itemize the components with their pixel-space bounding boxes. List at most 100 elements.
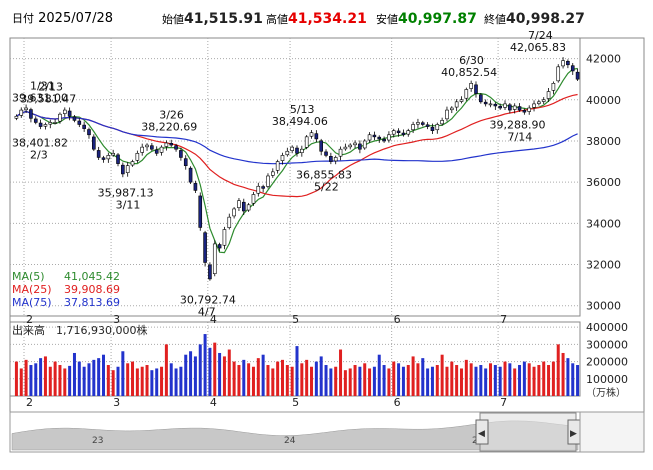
candle — [67, 107, 72, 121]
candle-body — [111, 153, 115, 156]
volume-bar — [150, 370, 154, 396]
volume-bar — [406, 365, 410, 396]
candle — [348, 143, 353, 150]
candle-body — [67, 110, 72, 117]
candle-body — [77, 120, 82, 125]
volume-bar — [479, 365, 483, 396]
candle — [271, 168, 275, 178]
candle-body — [532, 103, 536, 108]
navigator-left-handle[interactable] — [475, 419, 489, 445]
volume-bar — [358, 366, 362, 396]
candle — [440, 117, 444, 126]
close-value: 40,998.27 — [506, 11, 585, 27]
candle — [164, 140, 169, 151]
candle — [111, 149, 115, 157]
volume-bar — [532, 366, 536, 396]
candle-body — [474, 84, 478, 94]
candle-body — [575, 71, 580, 80]
month-tick-label: 3 — [113, 396, 120, 409]
candle-body — [556, 66, 561, 82]
navigator-window[interactable] — [479, 412, 577, 452]
annotation-date: 5/22 — [314, 181, 339, 194]
candle — [309, 130, 314, 139]
close-quote: 終値40,998.27 — [484, 11, 585, 27]
candle-body — [130, 161, 135, 166]
candle-body — [479, 94, 483, 103]
candle — [532, 100, 536, 112]
candle-body — [62, 109, 67, 114]
volume-bar — [169, 363, 173, 396]
candle — [517, 103, 522, 112]
volume-bar — [213, 342, 217, 396]
candle-body — [198, 195, 203, 228]
candle — [464, 87, 469, 101]
month-tick-label: 2 — [26, 313, 33, 326]
candle — [479, 92, 483, 104]
annotation-price: 38,220.69 — [141, 120, 197, 133]
ma75-value: 37,813.69 — [64, 296, 120, 309]
candle — [198, 192, 203, 231]
volume-bar — [455, 365, 459, 396]
candle — [551, 81, 556, 95]
annotation-price: 42,065.83 — [510, 41, 566, 54]
candle-body — [483, 101, 488, 105]
candle — [377, 135, 382, 143]
candle-body — [450, 107, 454, 111]
candle-body — [527, 107, 532, 112]
volume-bar — [198, 344, 202, 396]
volume-bar — [513, 368, 517, 396]
volume-bar — [179, 366, 183, 396]
navigator-right-arrow: ▶ — [570, 429, 577, 439]
candle — [459, 96, 464, 104]
candle-body — [343, 146, 348, 150]
volume-bar — [314, 361, 318, 396]
candle — [300, 145, 304, 157]
volume-bar — [353, 365, 357, 396]
volume-bar — [566, 358, 570, 396]
date-axis: 2 2 3 3 4 4 5 5 6 6 7 7 — [26, 313, 507, 409]
volume-bar — [261, 354, 265, 396]
candle — [92, 134, 96, 152]
volume-bar — [527, 363, 531, 396]
candle-body — [425, 124, 430, 127]
annotation-price: 36,855.83 — [296, 169, 352, 182]
candle — [101, 155, 106, 163]
candle — [246, 202, 251, 212]
volume-bar — [469, 363, 473, 396]
candle — [227, 213, 232, 230]
volume-bar — [556, 344, 560, 396]
volume-bar — [450, 361, 454, 396]
candle — [445, 106, 449, 122]
volume-bar — [247, 363, 251, 396]
volume-bar — [53, 361, 57, 396]
candle — [179, 147, 183, 161]
candle — [319, 138, 323, 156]
ma5-line — [16, 67, 578, 254]
candle — [43, 122, 48, 130]
candle-body — [406, 130, 411, 135]
annotation-price: 39,288.90 — [490, 118, 546, 131]
volume-unit: （万株） — [586, 386, 626, 399]
range-navigator[interactable]: 23 24 2 ◀ ▶ — [9, 411, 645, 453]
candle — [541, 97, 546, 105]
volume-bar — [343, 370, 347, 396]
candle — [256, 182, 261, 197]
candle — [87, 127, 91, 139]
candle — [130, 159, 135, 167]
volume-bar — [295, 346, 299, 396]
price-tick-label: 32000 — [586, 259, 621, 272]
candle-body — [561, 60, 565, 67]
candle-body — [261, 186, 265, 189]
candle-body — [391, 130, 396, 135]
volume-label: 出来高 — [12, 323, 45, 337]
candlestick-series — [14, 57, 580, 281]
candle-body — [367, 134, 372, 141]
price-grid — [9, 37, 581, 396]
candle-body — [237, 200, 241, 208]
volume-bar — [242, 359, 246, 396]
candle — [425, 122, 430, 130]
month-tick-label: 5 — [292, 396, 299, 409]
volume-bar — [503, 361, 507, 396]
candle-body — [179, 150, 183, 158]
